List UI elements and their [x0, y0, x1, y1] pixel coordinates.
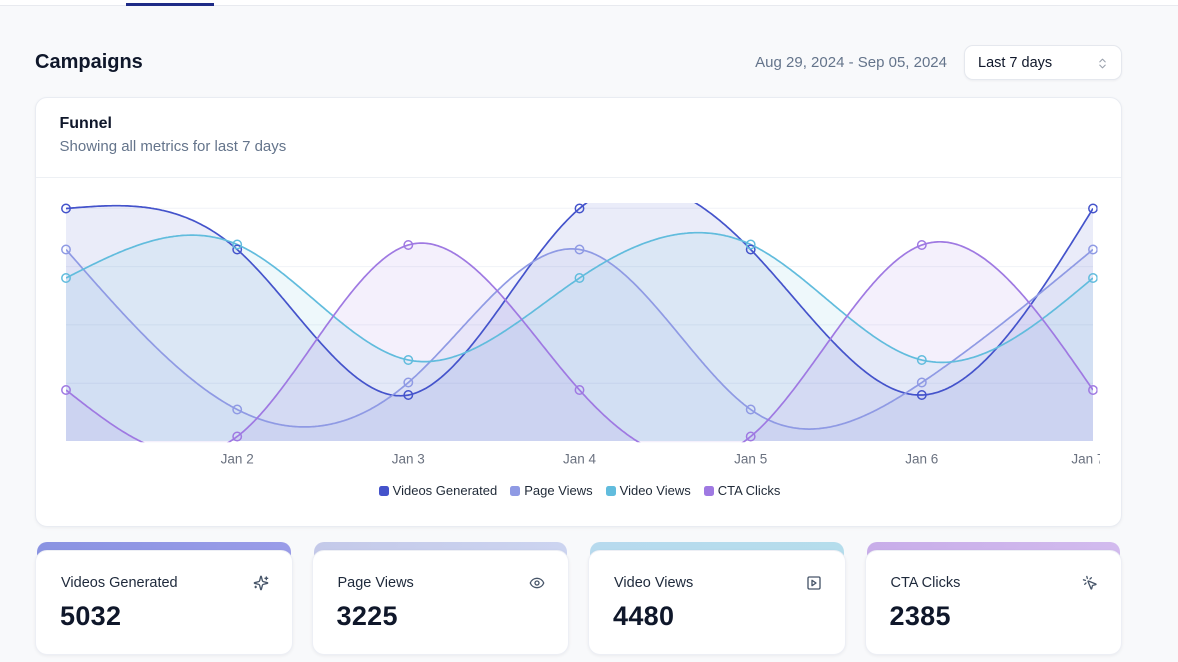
svg-text:Jan 3: Jan 3	[392, 452, 425, 467]
svg-text:Jan 5: Jan 5	[734, 452, 767, 467]
svg-text:Jan 2: Jan 2	[221, 452, 254, 467]
svg-text:Jan 4: Jan 4	[563, 452, 597, 467]
svg-text:Jan 6: Jan 6	[905, 452, 938, 467]
svg-text:Jan 7: Jan 7	[1071, 452, 1100, 467]
